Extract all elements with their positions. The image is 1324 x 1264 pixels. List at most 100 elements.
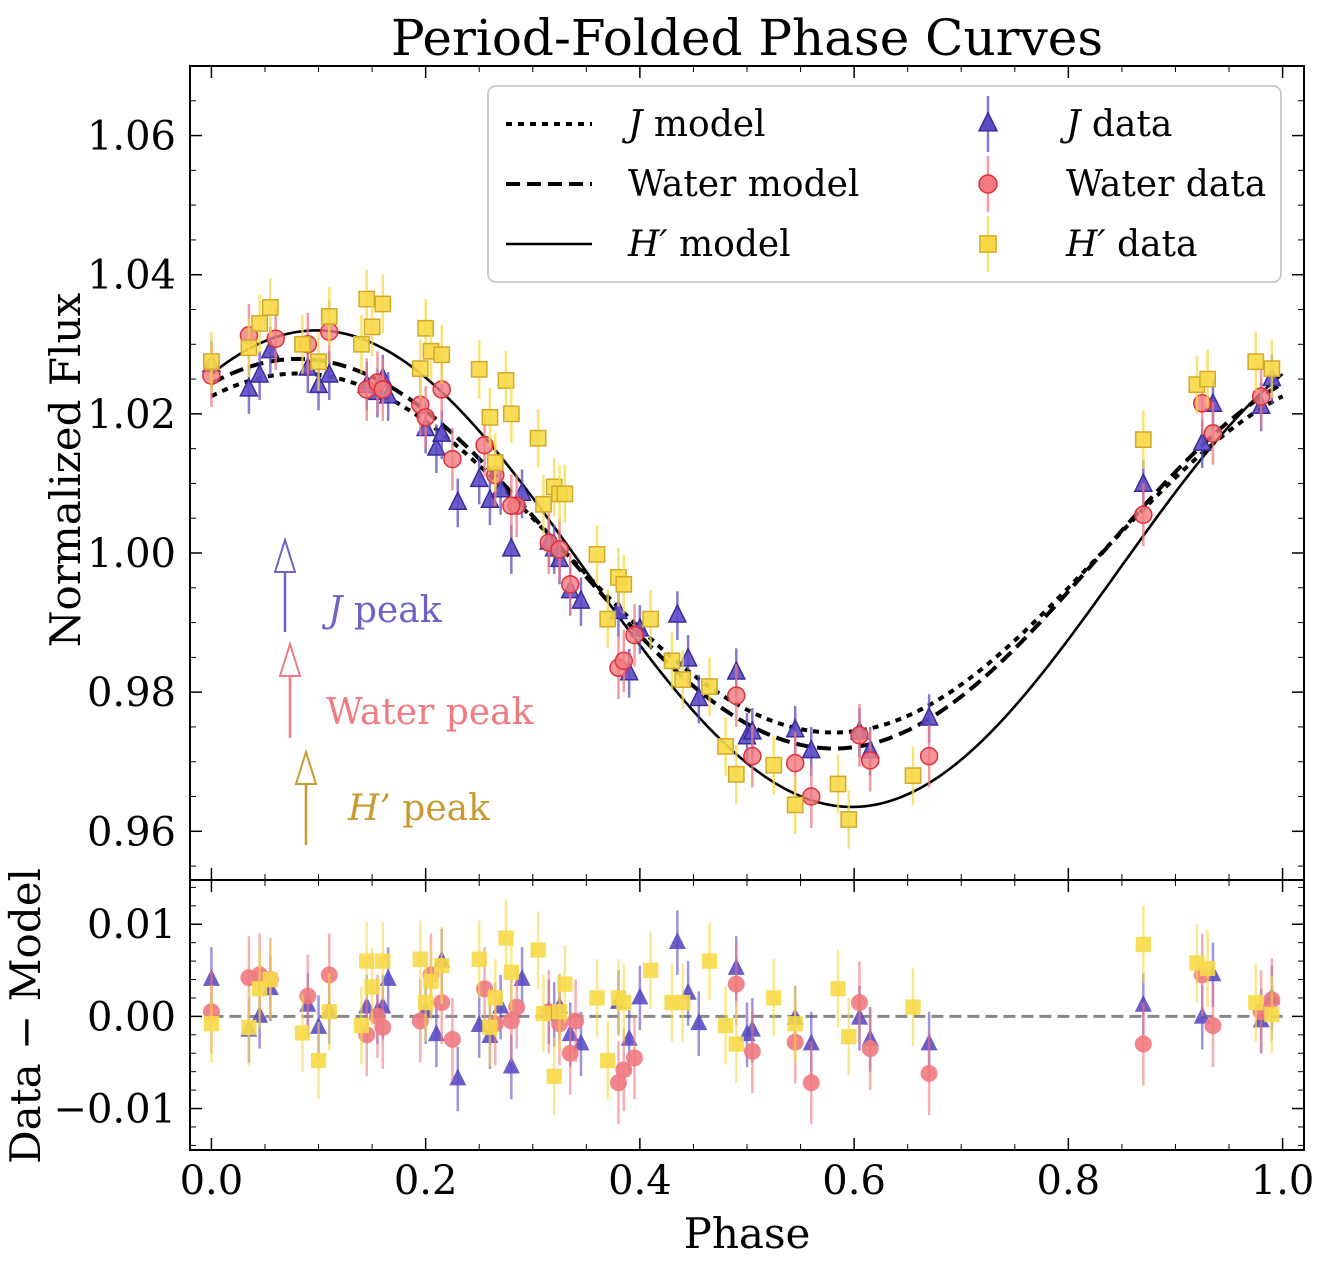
residual-point [920, 1065, 938, 1083]
residual-point [1264, 1006, 1280, 1023]
residual-point [375, 953, 391, 969]
data-point [203, 353, 220, 371]
residual-point [503, 964, 519, 980]
residual-point [241, 1019, 257, 1036]
data-point [785, 753, 805, 773]
residual-point [787, 1016, 803, 1032]
legend-item: H′ data [979, 216, 1197, 272]
residual-point [616, 994, 632, 1011]
residual-point [487, 990, 503, 1006]
data-point [1199, 370, 1216, 388]
legend-label: Water model [628, 164, 859, 205]
residual-point [546, 1068, 562, 1084]
residual-point [743, 1042, 761, 1060]
residual-point [861, 1040, 879, 1058]
legend-label: J model [621, 104, 766, 145]
legend-marker [977, 111, 999, 132]
legend-label: H′ data [1065, 224, 1197, 265]
data-point [1263, 360, 1281, 378]
x-tick-label: 0.6 [822, 1158, 886, 1204]
data-point [840, 811, 858, 828]
residual-point [364, 979, 380, 995]
residual-point [802, 1074, 820, 1092]
data-point [674, 671, 692, 689]
data-point [801, 738, 821, 759]
y-tick-label: 1.02 [87, 392, 176, 438]
residual-point [1134, 1035, 1152, 1053]
residual-point [717, 1017, 734, 1034]
data-point [294, 335, 311, 353]
residual-point [728, 1036, 744, 1052]
bottom-y-axis-label: Data − Model [1, 868, 50, 1164]
data-point [470, 360, 488, 378]
top-panel: 0.96 0.98 1.00 1.02 1.04 1.06 J peak Water peak… [87, 65, 1305, 881]
data-point [599, 610, 617, 628]
y-tick-label: 0.98 [87, 670, 176, 716]
data-point [249, 363, 270, 383]
data-point [374, 295, 392, 313]
residual-point [626, 1049, 644, 1067]
data-point [319, 363, 339, 383]
data-point [727, 765, 745, 783]
y-tick-label: 1.04 [87, 253, 176, 299]
x-axis-label: Phase [684, 1209, 811, 1258]
data-point [417, 319, 435, 337]
data-point [320, 308, 338, 325]
data-point [502, 405, 520, 423]
residual-point [262, 971, 278, 988]
residual-point [535, 1005, 552, 1022]
data-point [615, 575, 633, 593]
data-point [240, 339, 258, 357]
legend-frame [487, 85, 1282, 283]
residual-point [631, 987, 649, 1005]
residual-point [675, 994, 691, 1011]
residual-point [830, 981, 846, 997]
legend-item: Water model [506, 164, 859, 205]
data-point [717, 738, 734, 755]
y-tick-label: 1.06 [87, 114, 176, 160]
data-point [689, 686, 709, 707]
residual-point [567, 1012, 585, 1030]
residual-point [690, 1013, 708, 1031]
residual-point [294, 1025, 311, 1041]
data-point [481, 408, 499, 426]
data-point [765, 756, 783, 774]
data-point [802, 787, 821, 806]
data-point [310, 353, 327, 371]
data-point [469, 467, 489, 488]
peak-arrow-head [278, 640, 302, 677]
residual-point [727, 975, 745, 993]
data-point [497, 372, 515, 389]
data-point [373, 380, 393, 399]
x-tick-label: 0.8 [1037, 1158, 1101, 1204]
residual-point [1204, 1017, 1222, 1035]
residual-point [502, 1056, 520, 1074]
data-point [358, 290, 376, 308]
residual-point [502, 1012, 520, 1030]
data-point [502, 496, 521, 515]
residual-point [1248, 994, 1264, 1011]
x-tick-label: 0.2 [394, 1158, 458, 1204]
data-point [919, 746, 939, 766]
chart-title: Period-Folded Phase Curves [391, 9, 1103, 67]
residual-point [412, 951, 428, 967]
data-point [1203, 424, 1223, 443]
data-point [786, 796, 804, 814]
model-curve-dotted [210, 371, 1284, 735]
peak-annotation: H’ peak [347, 788, 491, 829]
residual-point [551, 1004, 568, 1020]
residual-y-tick-label: 0.00 [87, 994, 176, 1040]
residual-point [498, 930, 514, 946]
residual-point [701, 953, 718, 969]
residual-point [850, 994, 868, 1012]
data-point [663, 652, 681, 670]
residual-point [841, 1029, 857, 1045]
residual-point [615, 1061, 633, 1079]
residual-point [766, 990, 782, 1006]
data-point [571, 589, 591, 609]
y-tick-label: 1.00 [87, 531, 176, 577]
residual-point [600, 1052, 616, 1069]
peak-arrow-head [294, 748, 318, 785]
data-point [1247, 353, 1265, 371]
